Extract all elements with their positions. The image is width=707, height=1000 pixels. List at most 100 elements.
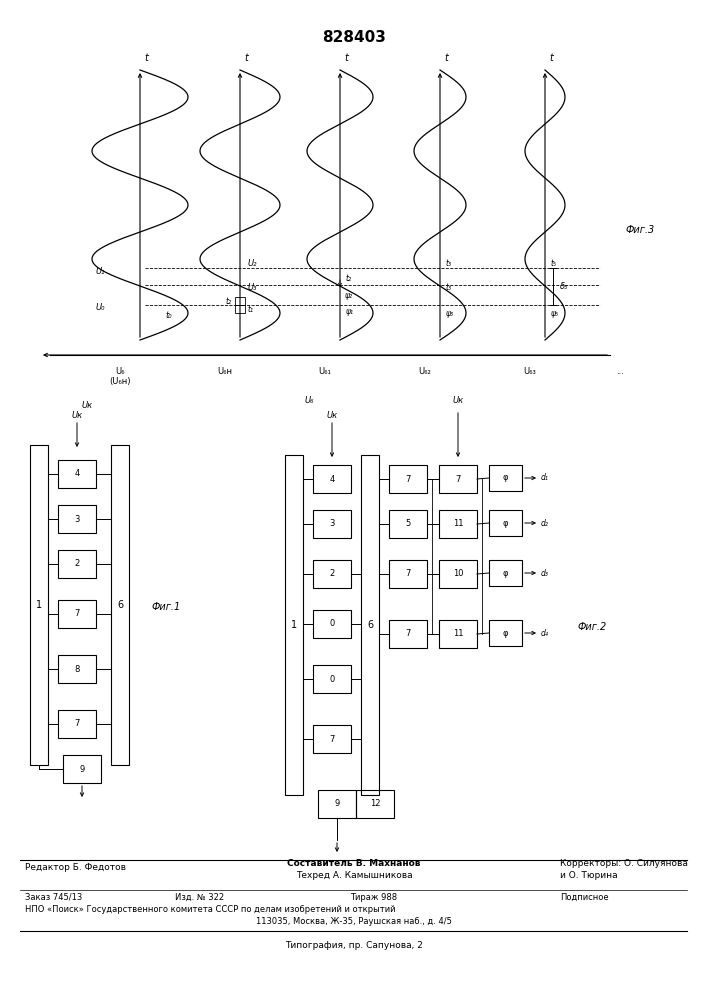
- Text: 8: 8: [74, 664, 80, 674]
- Text: φ: φ: [503, 474, 508, 483]
- Bar: [361, 455, 379, 795]
- Text: t₂: t₂: [346, 274, 352, 283]
- Bar: [389, 620, 427, 648]
- Text: 11: 11: [452, 630, 463, 639]
- Text: 12: 12: [370, 800, 380, 808]
- Bar: [439, 465, 477, 493]
- Text: Фиг.1: Фиг.1: [151, 602, 180, 612]
- Text: 7: 7: [455, 475, 461, 484]
- Text: 4: 4: [329, 475, 334, 484]
- Bar: [235, 305, 245, 313]
- Text: 7: 7: [405, 630, 411, 639]
- Bar: [58, 600, 96, 628]
- Text: 10: 10: [452, 570, 463, 578]
- Text: 7: 7: [405, 475, 411, 484]
- Bar: [439, 510, 477, 538]
- Text: U₆₃: U₆₃: [524, 367, 537, 376]
- Text: 9: 9: [334, 800, 339, 808]
- Bar: [30, 445, 48, 765]
- Text: 7: 7: [74, 609, 80, 618]
- Text: U₆: U₆: [304, 396, 314, 405]
- Text: 2: 2: [74, 560, 80, 568]
- Text: Тираж 988: Тираж 988: [350, 892, 397, 902]
- Bar: [489, 465, 522, 491]
- Text: t₀: t₀: [165, 310, 172, 320]
- Bar: [58, 460, 96, 488]
- Bar: [389, 560, 427, 588]
- Text: Составитель В. Махнанов: Составитель В. Махнанов: [287, 859, 421, 868]
- Text: Корректоры: О. Силуянова: Корректоры: О. Силуянова: [560, 859, 688, 868]
- Text: 0: 0: [329, 674, 334, 684]
- Text: 0: 0: [329, 619, 334, 629]
- Text: Типография, пр. Сапунова, 2: Типография, пр. Сапунова, 2: [285, 940, 423, 950]
- Bar: [439, 620, 477, 648]
- Text: Фиг.3: Фиг.3: [626, 225, 655, 235]
- Bar: [313, 560, 351, 588]
- Text: Заказ 745/13: Заказ 745/13: [25, 892, 82, 902]
- Text: 1: 1: [291, 620, 297, 630]
- Bar: [489, 560, 522, 586]
- Text: 6: 6: [117, 600, 123, 610]
- Bar: [63, 755, 101, 783]
- Text: U₀: U₀: [95, 302, 105, 312]
- Bar: [389, 465, 427, 493]
- Bar: [489, 620, 522, 646]
- Text: ψ₅: ψ₅: [551, 309, 559, 318]
- Text: φ: φ: [503, 518, 508, 528]
- Text: 7: 7: [329, 734, 334, 744]
- Text: U₆₁: U₆₁: [319, 367, 332, 376]
- Text: t: t: [144, 53, 148, 63]
- Text: Uк: Uк: [327, 411, 337, 420]
- Text: НПО «Поиск» Государственного комитета СССР по делам изобретений и открытий: НПО «Поиск» Государственного комитета СС…: [25, 904, 395, 914]
- Text: Uк: Uк: [452, 396, 464, 405]
- Bar: [235, 297, 245, 305]
- Text: 2: 2: [329, 570, 334, 578]
- Bar: [313, 510, 351, 538]
- Bar: [439, 560, 477, 588]
- Text: 1: 1: [36, 600, 42, 610]
- Bar: [318, 790, 356, 818]
- Text: d₃: d₃: [541, 568, 549, 578]
- Text: Подписное: Подписное: [560, 892, 609, 902]
- Bar: [58, 710, 96, 738]
- Text: и О. Тюрина: и О. Тюрина: [560, 871, 618, 880]
- Text: ψ₃: ψ₃: [446, 309, 454, 318]
- Text: t: t: [444, 53, 448, 63]
- Bar: [58, 505, 96, 533]
- Text: δ₅: δ₅: [560, 282, 568, 291]
- Text: U₆
(U₆н): U₆ (U₆н): [110, 367, 131, 386]
- Text: 3: 3: [74, 514, 80, 524]
- Bar: [356, 790, 394, 818]
- Text: U₃: U₃: [248, 282, 257, 292]
- Text: d₂: d₂: [541, 518, 549, 528]
- Text: φ: φ: [503, 629, 508, 638]
- Text: t₅: t₅: [551, 259, 557, 268]
- Text: 113035, Москва, Ж-35, Раушская наб., д. 4/5: 113035, Москва, Ж-35, Раушская наб., д. …: [256, 916, 452, 926]
- Text: Фиг.2: Фиг.2: [577, 622, 606, 633]
- Text: U₁: U₁: [95, 266, 105, 275]
- Text: 3: 3: [329, 520, 334, 528]
- Text: ...: ...: [616, 367, 624, 376]
- Bar: [58, 550, 96, 578]
- Text: t: t: [549, 53, 553, 63]
- Text: t₃: t₃: [446, 282, 452, 292]
- Text: U₂: U₂: [248, 259, 257, 268]
- Text: 7: 7: [405, 570, 411, 578]
- Bar: [389, 510, 427, 538]
- Bar: [489, 510, 522, 536]
- Text: 11: 11: [452, 520, 463, 528]
- Text: t: t: [244, 53, 248, 63]
- Text: 828403: 828403: [322, 30, 386, 45]
- Text: t₂: t₂: [226, 296, 232, 306]
- Text: ψ₂: ψ₂: [345, 290, 353, 300]
- Text: Изд. № 322: Изд. № 322: [175, 892, 224, 902]
- Text: Uк: Uк: [82, 401, 93, 410]
- Text: Редактор Б. Федотов: Редактор Б. Федотов: [25, 863, 126, 872]
- Bar: [111, 445, 129, 765]
- Bar: [313, 610, 351, 638]
- Text: d₁: d₁: [541, 474, 549, 483]
- Text: t: t: [344, 53, 348, 63]
- Text: 5: 5: [405, 520, 411, 528]
- Text: Техред А. Камышникова: Техред А. Камышникова: [296, 871, 412, 880]
- Bar: [58, 655, 96, 683]
